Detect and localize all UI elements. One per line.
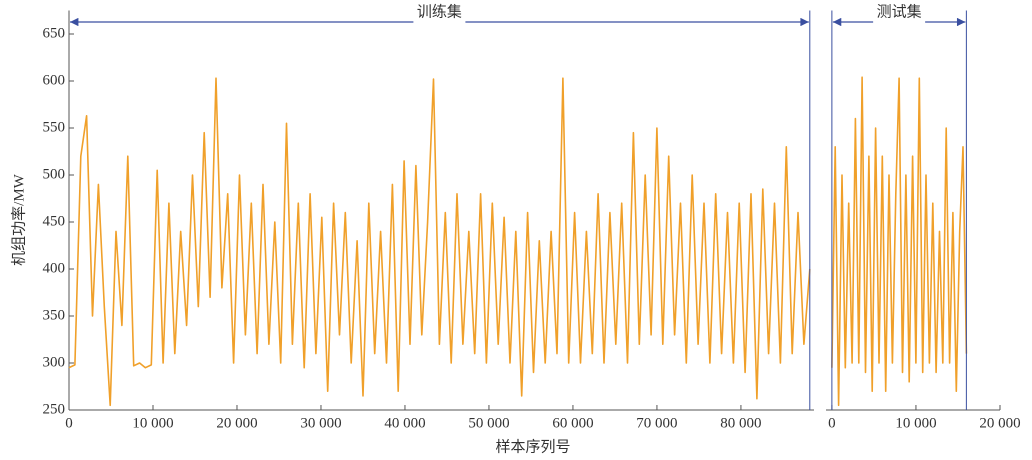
- x-tick-label: 40 000: [384, 415, 425, 431]
- y-tick-label: 500: [43, 166, 66, 182]
- x-tick-label: 0: [65, 415, 73, 431]
- x-tick-label: 80 000: [720, 415, 761, 431]
- x-tick-label: 60 000: [552, 415, 593, 431]
- x-tick-label: 30 000: [300, 415, 341, 431]
- y-tick-label: 350: [43, 307, 66, 323]
- annotation: 训练集: [417, 3, 462, 20]
- x-tick-label: 20 000: [216, 415, 257, 431]
- data-line: [68, 77, 811, 407]
- y-tick-label: 550: [43, 119, 66, 135]
- y-tick-label: 600: [43, 72, 66, 88]
- x-tick-label: 20 000: [979, 415, 1020, 431]
- y-tick-label: 300: [43, 354, 66, 370]
- annotation: 测试集: [877, 3, 922, 20]
- x-tick-label: 70 000: [636, 415, 677, 431]
- y-tick-label: 250: [43, 401, 66, 417]
- data-line: [831, 76, 968, 407]
- annotation-bg: [413, 12, 466, 30]
- x-tick-label: 50 000: [468, 415, 509, 431]
- x-tick-label: 10 000: [132, 415, 173, 431]
- y-tick-label: 650: [43, 25, 66, 41]
- annotation-bg: [873, 12, 926, 30]
- y-tick-label: 450: [43, 213, 66, 229]
- x-tick-label: 10 000: [895, 415, 936, 431]
- y-tick-label: 400: [43, 260, 66, 276]
- x-tick-label: 0: [828, 415, 836, 431]
- x-axis-label: 样本序列号: [495, 438, 570, 455]
- y-axis-label: 机组功率/MW: [10, 173, 27, 266]
